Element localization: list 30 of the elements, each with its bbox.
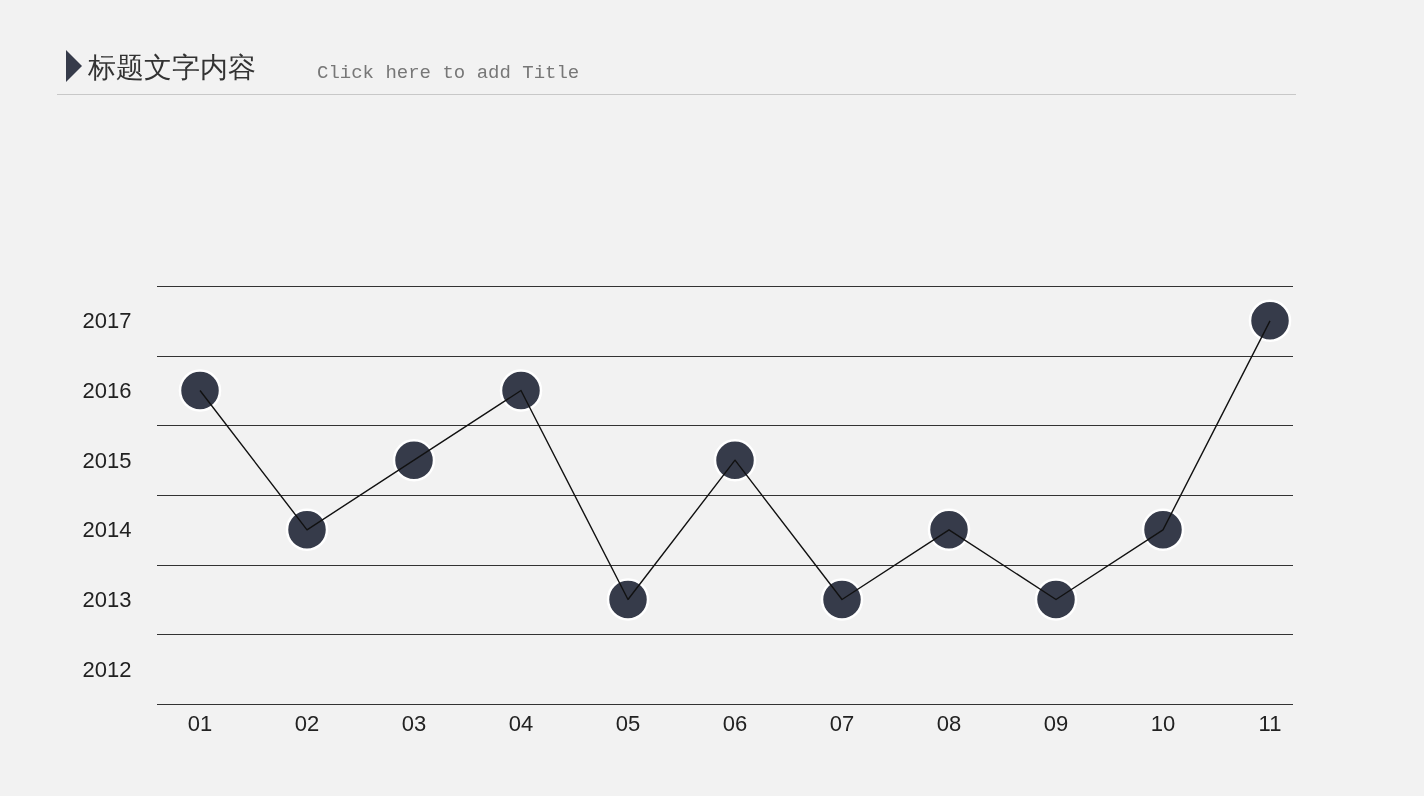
x-tick-label: 09 — [1043, 710, 1069, 736]
point — [820, 578, 864, 621]
x-tick-label: 03 — [401, 710, 427, 736]
chart-subtitle: Click here to add Title — [317, 62, 580, 84]
x-tick-label: 07 — [829, 710, 855, 736]
x-tick-label: 10 — [1150, 710, 1176, 736]
chart-title: 标题文字内容 — [87, 51, 256, 84]
y-tick-label: 2014 — [82, 517, 132, 543]
y-tick-label: 2013 — [82, 587, 132, 612]
x-tick-label: 06 — [722, 710, 748, 736]
y-tick-label: 2015 — [82, 447, 132, 473]
point — [178, 369, 222, 412]
x-tick-label: 05 — [615, 710, 641, 736]
x-tick-label: 08 — [936, 710, 962, 736]
point — [1248, 299, 1292, 343]
point — [1141, 508, 1185, 552]
point — [1034, 578, 1078, 621]
x-tick-label: 01 — [187, 710, 213, 736]
x-tick-label: 11 — [1258, 710, 1282, 736]
point — [927, 508, 971, 552]
x-tick-label: 04 — [508, 710, 534, 736]
point — [392, 438, 436, 482]
point — [606, 578, 650, 621]
point — [713, 438, 757, 482]
y-tick-label: 2017 — [82, 308, 132, 334]
point — [285, 508, 329, 552]
y-tick-label: 2012 — [82, 656, 132, 682]
point — [499, 369, 543, 412]
y-tick-label: 2016 — [82, 378, 132, 403]
x-tick-label: 02 — [294, 710, 320, 736]
